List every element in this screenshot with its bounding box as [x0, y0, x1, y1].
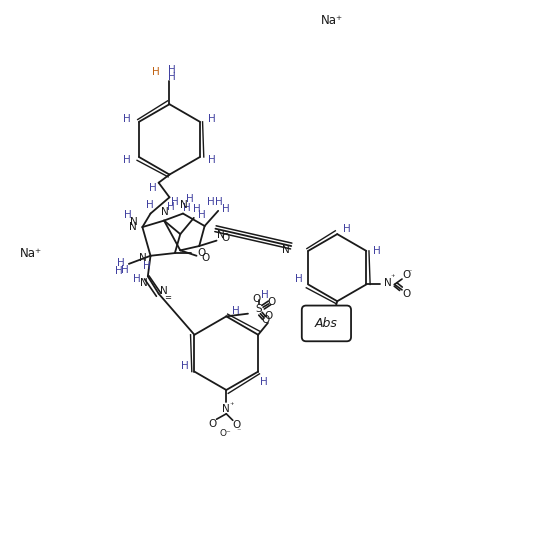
Text: O: O [197, 248, 206, 258]
Text: O: O [221, 233, 229, 244]
Text: H: H [124, 210, 132, 220]
Text: H: H [150, 183, 157, 193]
Text: H: H [373, 246, 381, 256]
Text: =: = [164, 293, 171, 302]
Text: ⁺: ⁺ [229, 400, 234, 410]
Text: O: O [328, 318, 336, 328]
Text: N: N [129, 222, 136, 232]
Text: H: H [123, 114, 131, 124]
Text: N: N [282, 245, 290, 255]
Text: O: O [208, 418, 217, 429]
Text: H: H [260, 378, 267, 387]
Text: H: H [232, 306, 240, 316]
Text: H: H [261, 290, 269, 300]
Text: N: N [140, 278, 148, 288]
Text: Na⁺: Na⁺ [321, 14, 343, 27]
Text: H: H [123, 154, 131, 165]
Text: H: H [146, 200, 153, 211]
Text: N: N [384, 279, 392, 288]
Text: S: S [255, 304, 262, 314]
Text: H: H [117, 258, 125, 268]
Text: Na⁺: Na⁺ [20, 246, 42, 259]
Text: H: H [116, 266, 123, 276]
Text: O: O [252, 294, 261, 304]
Text: H: H [184, 203, 191, 213]
Text: O: O [262, 315, 270, 325]
Text: H: H [216, 196, 223, 207]
Text: H: H [208, 154, 216, 165]
Text: N: N [139, 254, 146, 263]
Text: H: H [168, 65, 176, 75]
Text: N: N [217, 230, 225, 240]
Text: H: H [133, 274, 141, 284]
Text: H: H [171, 197, 179, 207]
Text: O: O [265, 311, 273, 321]
Text: H: H [207, 197, 215, 207]
Text: N: N [180, 200, 188, 211]
Text: N: N [161, 207, 169, 218]
Text: H: H [181, 361, 189, 371]
Text: N: N [130, 217, 138, 227]
Text: H: H [185, 194, 194, 205]
Text: ⁻: ⁻ [236, 426, 240, 436]
Text: H: H [192, 204, 200, 214]
Text: H: H [167, 202, 174, 212]
Text: O: O [267, 297, 276, 307]
Text: ⁺: ⁺ [390, 274, 394, 282]
Text: O⁻: O⁻ [219, 429, 231, 438]
Text: H: H [208, 114, 216, 124]
Text: H: H [152, 67, 160, 77]
Text: H: H [222, 203, 230, 214]
Text: Abs: Abs [315, 317, 338, 330]
Text: H: H [197, 210, 205, 220]
Text: H: H [121, 265, 129, 275]
FancyBboxPatch shape [302, 306, 351, 341]
Text: H: H [343, 224, 351, 234]
Text: H: H [168, 72, 176, 82]
Text: N: N [160, 286, 168, 296]
Text: ⁻: ⁻ [408, 267, 412, 276]
Text: H: H [144, 261, 151, 270]
Text: N: N [222, 405, 230, 415]
Text: O: O [201, 254, 210, 263]
Text: H: H [295, 274, 302, 284]
Text: O: O [403, 289, 411, 299]
Text: O: O [403, 270, 411, 280]
Text: O: O [232, 420, 240, 430]
